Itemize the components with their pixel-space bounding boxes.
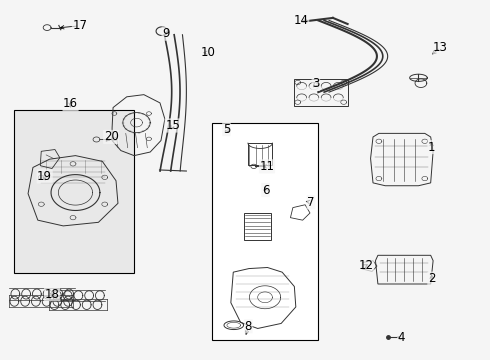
- Text: 10: 10: [201, 46, 216, 59]
- Text: 3: 3: [312, 77, 319, 90]
- Text: 7: 7: [307, 196, 315, 209]
- Text: 20: 20: [104, 130, 119, 144]
- Text: 15: 15: [165, 119, 180, 132]
- Text: 8: 8: [245, 320, 252, 333]
- Bar: [248, 143, 272, 165]
- Text: 5: 5: [223, 122, 230, 136]
- Text: 18: 18: [45, 288, 59, 301]
- Text: 4: 4: [397, 331, 405, 344]
- Bar: [294, 79, 347, 106]
- Text: 17: 17: [73, 19, 87, 32]
- Text: 13: 13: [433, 41, 448, 54]
- Bar: [244, 213, 271, 240]
- Bar: [212, 123, 318, 340]
- Text: 19: 19: [37, 170, 52, 183]
- Text: 12: 12: [359, 259, 374, 272]
- Text: 11: 11: [260, 160, 274, 173]
- Text: 1: 1: [428, 140, 436, 153]
- Text: 6: 6: [262, 184, 270, 197]
- Text: 2: 2: [428, 272, 436, 285]
- Bar: [14, 110, 134, 273]
- Text: 14: 14: [294, 14, 309, 27]
- Text: 16: 16: [63, 98, 78, 111]
- Text: 9: 9: [162, 27, 170, 40]
